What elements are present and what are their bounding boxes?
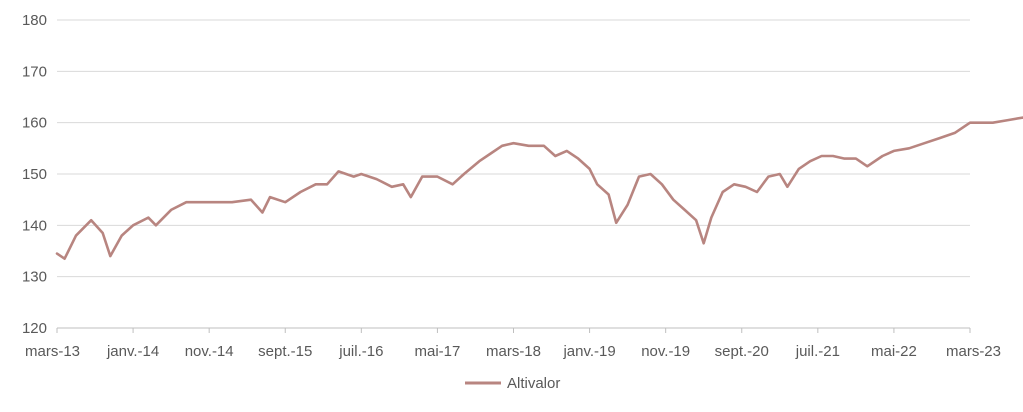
y-tick-label: 150	[22, 166, 47, 183]
y-tick-label: 160	[22, 115, 47, 132]
axes	[56, 327, 971, 333]
series-line-altivalor	[55, 116, 1023, 260]
x-tick-label: mars-18	[486, 343, 541, 360]
legend: Altivalor	[465, 375, 560, 392]
x-tick-label: mai-17	[414, 343, 460, 360]
y-tick-label: 120	[22, 320, 47, 337]
x-tick-label: juil.-21	[795, 343, 840, 360]
y-tick-label: 170	[22, 63, 47, 80]
x-tick-label: janv.-14	[106, 343, 159, 360]
y-tick-label: 140	[22, 217, 47, 234]
legend-label-altivalor: Altivalor	[507, 375, 560, 392]
x-tick-label: nov.-19	[641, 343, 690, 360]
y-tick-label: 180	[22, 12, 47, 29]
gridlines	[57, 19, 970, 278]
x-tick-label: mars-13	[25, 343, 80, 360]
x-tick-label: mai-22	[871, 343, 917, 360]
x-tick-label: juil.-16	[338, 343, 383, 360]
series-lines	[55, 116, 1023, 260]
y-axis-tick-labels: 120 130 140 150 160 170 180	[22, 12, 47, 337]
x-tick-label: sept.-20	[715, 343, 769, 360]
x-tick-label: sept.-15	[258, 343, 312, 360]
y-tick-label: 130	[22, 269, 47, 286]
x-axis-tick-labels: mars-13 janv.-14 nov.-14 sept.-15 juil.-16 ma…	[25, 343, 1001, 360]
x-tick-label: mars-23	[946, 343, 1001, 360]
x-tick-label: janv.-19	[562, 343, 615, 360]
x-tick-label: nov.-14	[185, 343, 234, 360]
